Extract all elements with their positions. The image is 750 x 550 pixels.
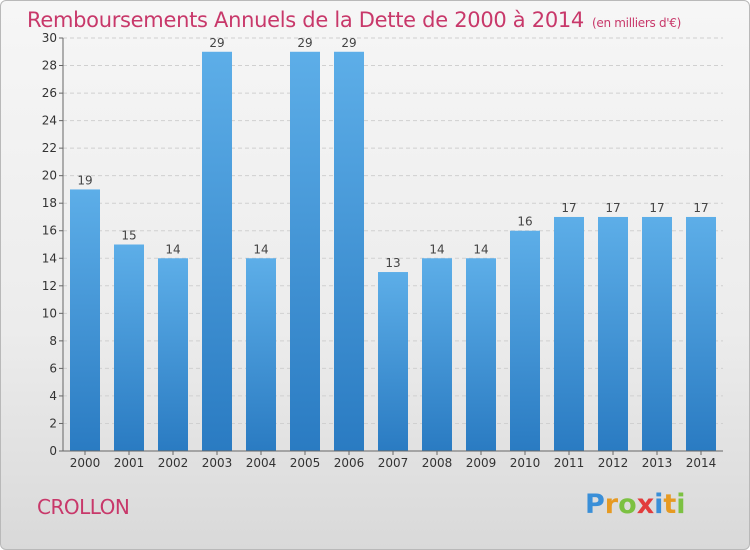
logo-letter: i [676,489,686,520]
x-tick-label: 2011 [554,456,585,470]
x-tick-label: 2007 [378,456,409,470]
y-tick-label: 4 [49,389,57,403]
logo-letter: P [585,489,605,520]
bar-value-label: 29 [297,36,312,50]
bar [378,272,408,451]
x-tick-label: 2012 [598,456,629,470]
logo-letter: t [663,489,677,520]
y-tick-label: 30 [42,31,57,45]
x-tick-label: 2005 [290,456,321,470]
bar-value-label: 16 [517,215,532,229]
y-tick-label: 24 [42,114,57,128]
y-tick-label: 18 [42,196,57,210]
bar-value-label: 14 [473,242,488,256]
logo-letter: i [654,489,664,520]
bar-value-label: 14 [253,242,268,256]
x-tick-label: 2001 [114,456,145,470]
bar [510,230,540,451]
y-tick-label: 20 [42,169,57,183]
bar [422,258,452,451]
x-axis: 2000 2001 2002 2003 2004 2005 2006 2007 2008 2009… [63,450,723,470]
proxiti-logo[interactable]: Proxiti [585,489,686,520]
bar [158,258,188,451]
bar-value-label: 29 [209,36,224,50]
x-tick-label: 2006 [334,456,365,470]
bar-value-label: 14 [429,242,444,256]
y-tick-label: 2 [49,416,57,430]
bar [554,216,584,451]
x-tick-label: 2014 [686,456,717,470]
bar-value-label: 13 [385,256,400,270]
y-tick-label: 28 [42,59,57,73]
chart-title: Remboursements Annuels de la Dette de 20… [27,8,681,32]
y-tick-label: 14 [42,251,57,265]
y-tick-label: 16 [42,224,57,238]
logo-letter: o [618,489,637,520]
bar-value-label: 15 [121,229,136,243]
bar [246,258,276,451]
bar-value-label: 19 [77,173,92,187]
chart-unit: (en milliers d'€) [592,16,682,30]
x-tick-label: 2013 [642,456,673,470]
y-tick-label: 22 [42,141,57,155]
y-tick-label: 26 [42,86,57,100]
bar [466,258,496,451]
bar-value-label: 17 [649,201,664,215]
logo-letter: x [636,489,655,520]
bar [290,51,320,452]
x-tick-label: 2009 [466,456,497,470]
y-tick-label: 10 [42,306,57,320]
bar [70,189,100,451]
bar [334,51,364,452]
y-tick-label: 12 [42,279,57,293]
y-tick-label: 6 [49,361,57,375]
x-tick-label: 2010 [510,456,541,470]
bar-value-label: 14 [165,242,180,256]
bar [598,216,628,451]
logo-letter: r [604,489,619,520]
x-tick-label: 2003 [202,456,233,470]
bar [642,216,672,451]
chart-title-text: Remboursements Annuels de la Dette de 20… [27,8,584,32]
x-tick-label: 2004 [246,456,277,470]
commune-name: CROLLON [37,495,130,519]
bar [114,244,144,451]
bar-value-label: 29 [341,36,356,50]
x-tick-label: 2000 [70,456,101,470]
y-tick-label: 8 [49,334,57,348]
y-tick-label: 0 [49,444,57,458]
bar-value-label: 17 [693,201,708,215]
x-tick-label: 2008 [422,456,453,470]
x-tick-label: 2002 [158,456,189,470]
bar-value-label: 17 [561,201,576,215]
bar [202,51,232,452]
bar-value-label: 17 [605,201,620,215]
bar [686,216,716,451]
bars: 19 15 14 29 14 29 29 13 14 14 16 17 17 17 17 [70,36,716,452]
